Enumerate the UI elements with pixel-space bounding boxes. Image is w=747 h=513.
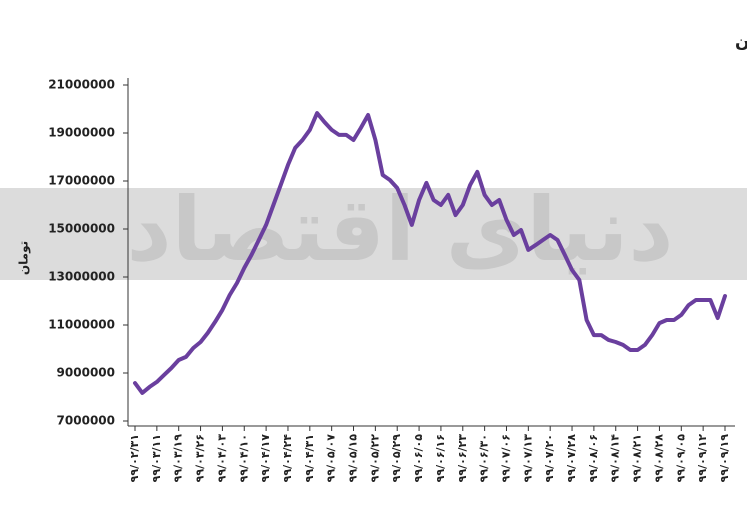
x-tick-label: ۹۹/۰۴/۱۷ xyxy=(259,434,272,483)
y-tick-label: 21000000 xyxy=(48,78,115,92)
y-tick-label: 13000000 xyxy=(48,270,115,284)
x-tick-label: ۹۹/۰۸/۱۴ xyxy=(609,434,622,483)
x-tick-label: ۹۹/۰۵/۰۷ xyxy=(325,434,338,483)
x-tick-label: ۹۹/۰۵/۲۲ xyxy=(368,434,381,483)
x-tick-label: ۹۹/۰۹/۱۹ xyxy=(718,434,731,483)
x-tick-label: ۹۹/۰۹/۱۲ xyxy=(696,434,709,483)
y-tick-label: 19000000 xyxy=(48,126,115,140)
x-tick-label: ۹۹/۰۵/۲۹ xyxy=(390,434,403,483)
line xyxy=(133,111,727,395)
x-tick-label: ۹۹/۰۵/۱۵ xyxy=(347,434,360,483)
y-tick-label: 9000000 xyxy=(57,366,115,380)
y-tick-label: 17000000 xyxy=(48,174,115,188)
x-tick-label: ۹۹/۰۶/۲۳ xyxy=(456,434,469,483)
y-tick-label: 15000000 xyxy=(48,222,115,236)
x-tick-label: ۹۹/۰۴/۰۳ xyxy=(215,434,228,483)
x-tick-label: ۹۹/۰۸/۰۶ xyxy=(587,434,600,482)
y-axis-label: تومان xyxy=(17,241,32,275)
x-tick-label: ۹۹/۰۷/۰۶ xyxy=(499,434,512,482)
x-tick-label: ۹۹/۰۴/۳۱ xyxy=(303,434,316,482)
x-tick-label: ۹۹/۰۳/۱۱ xyxy=(150,434,163,482)
y-tick-label: 11000000 xyxy=(48,318,115,332)
x-tick-label: ۹۹/۰۳/۲۶ xyxy=(194,434,207,482)
x-tick-label: ۹۹/۰۹/۰۵ xyxy=(674,434,687,483)
x-tick-label: ۹۹/۰۷/۱۳ xyxy=(521,434,534,483)
x-tick-label: ۹۹/۰۶/۰۵ xyxy=(412,434,425,483)
x-tick-label: ۹۹/۰۸/۲۸ xyxy=(652,434,665,483)
x-tick-label: ۹۹/۰۶/۳۰ xyxy=(478,434,491,482)
x-tick-label: ۹۹/۰۸/۲۱ xyxy=(631,434,644,482)
x-tick-label: ۹۹/۰۳/۱۹ xyxy=(172,434,185,483)
x-tick-label: ۹۹/۰۴/۱۰ xyxy=(237,434,250,482)
x-tick-label: ۹۹/۰۷/۲۰ xyxy=(543,434,556,482)
x-tick-label: ۹۹/۰۲/۳۱ xyxy=(128,434,141,482)
x-tick-label: ۹۹/۰۴/۲۴ xyxy=(281,434,294,483)
y-tick-label: 7000000 xyxy=(57,414,115,428)
x-tick-label: ۹۹/۰۷/۲۸ xyxy=(565,434,578,483)
x-tick-label: ۹۹/۰۶/۱۶ xyxy=(434,434,447,482)
chart-title: ارزش روز پرتفوی سهام عدالت برای مشمولان … xyxy=(735,32,747,52)
watermark-band xyxy=(0,188,747,280)
